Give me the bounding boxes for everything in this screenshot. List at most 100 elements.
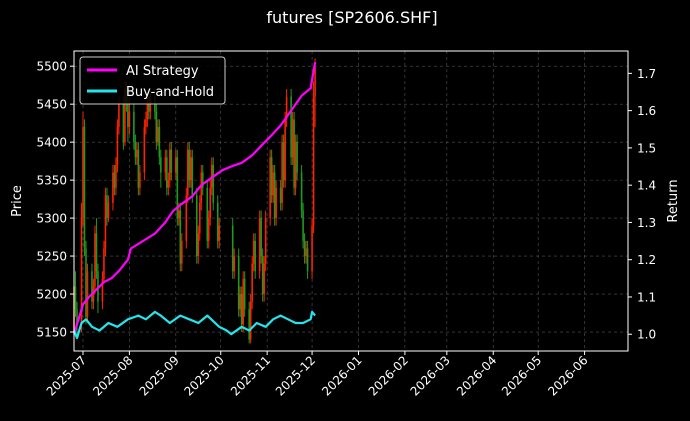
candle-body [305, 248, 307, 257]
candle-body [160, 157, 162, 173]
candle-body [112, 172, 114, 203]
candle-body [233, 256, 236, 272]
candle-body [103, 248, 105, 279]
left-tick-label: 5250 [36, 250, 67, 264]
candle-body [155, 111, 158, 143]
candle-body [264, 218, 267, 264]
candle-body [191, 157, 194, 196]
candle-body [145, 119, 147, 127]
candle-body [188, 149, 191, 181]
candle-body [206, 187, 209, 241]
candle-body [143, 126, 146, 173]
legend-label-ai-strategy: AI Strategy [126, 64, 199, 79]
candle-body [258, 218, 261, 272]
candle-body [249, 301, 252, 340]
candle-body [290, 96, 292, 158]
right-axis: 1.0 1.1 1.2 1.3 1.4 1.5 1.6 1.7 [628, 67, 656, 342]
candle-body [243, 278, 246, 310]
candle-body [272, 172, 274, 196]
candle-body [306, 248, 309, 272]
candle-body [148, 104, 150, 112]
candle-body [197, 233, 200, 257]
candle-body [261, 256, 264, 295]
candle-body [166, 157, 168, 188]
candle-body [175, 157, 177, 173]
candle-body [167, 180, 170, 188]
candle-body [169, 149, 171, 181]
candle-body [164, 157, 167, 173]
candle-body [200, 172, 203, 203]
candle-body [106, 195, 108, 219]
left-tick-label: 5450 [36, 98, 67, 112]
right-tick-label: 1.0 [637, 328, 656, 342]
candle-body [134, 142, 137, 158]
candle-body [137, 149, 140, 188]
candle-body [260, 218, 262, 257]
left-tick-label: 5400 [36, 136, 67, 150]
candle-body [157, 126, 159, 143]
candle-body [240, 294, 243, 325]
right-axis-label: Return [666, 179, 681, 222]
candle-body [275, 187, 277, 219]
candle-body [201, 172, 204, 188]
candle-body [231, 225, 234, 272]
candle-body [212, 164, 215, 203]
candle-body [198, 202, 201, 234]
candle-body [74, 286, 77, 310]
candle-body [314, 66, 316, 97]
candle-body [94, 233, 96, 287]
right-tick-label: 1.3 [637, 216, 656, 230]
candle-body [239, 294, 241, 310]
candle-body [116, 126, 119, 165]
candle-body [195, 195, 198, 257]
candle-body [146, 104, 149, 120]
legend-label-buy-and-hold: Buy-and-Hold [126, 85, 214, 100]
candle-body [252, 240, 255, 264]
candle-body [270, 157, 273, 196]
left-axis-label: Price [10, 185, 25, 217]
candle-body [269, 157, 271, 219]
plot-frame [73, 50, 629, 352]
candle-body [312, 96, 315, 226]
candle-body [209, 187, 212, 219]
right-tick-label: 1.1 [637, 290, 656, 304]
candle-body [118, 104, 120, 127]
left-tick-label: 5500 [36, 60, 67, 74]
candle-body [85, 248, 87, 317]
candle-body [303, 240, 306, 257]
buy-and-hold-line [72, 310, 316, 340]
candle-body [104, 195, 107, 249]
candle-body [251, 263, 253, 302]
right-tick-label: 1.4 [637, 179, 656, 193]
candle-body [254, 240, 256, 272]
candle-body [263, 263, 265, 295]
left-tick-label: 5200 [36, 288, 67, 302]
candles [73, 58, 316, 344]
candle-body [242, 278, 244, 325]
candle-body [158, 126, 161, 158]
right-tick-label: 1.7 [637, 67, 656, 81]
candle-body [186, 149, 189, 196]
candle-body [133, 111, 135, 143]
candle-body [76, 309, 78, 325]
candle-body [95, 233, 98, 272]
legend: AI Strategy Buy-and-Hold [79, 56, 226, 105]
candle-body [189, 157, 192, 181]
candle-body [248, 309, 250, 340]
candle-body [302, 210, 304, 241]
candle-body [127, 104, 129, 127]
left-axis: 5150 5200 5250 5300 5350 5400 5450 5500 [36, 60, 74, 340]
candle-body [282, 142, 285, 181]
candle-body [139, 172, 141, 188]
candle-body [176, 157, 179, 219]
candle-body [97, 271, 99, 302]
candle-body [291, 119, 294, 158]
right-tick-label: 1.5 [637, 141, 656, 155]
candle-body [285, 96, 288, 120]
candle-body [80, 218, 83, 325]
candle-body [86, 271, 89, 317]
candle-body [178, 210, 180, 219]
candle-body [179, 210, 182, 264]
candle-body [284, 119, 286, 181]
